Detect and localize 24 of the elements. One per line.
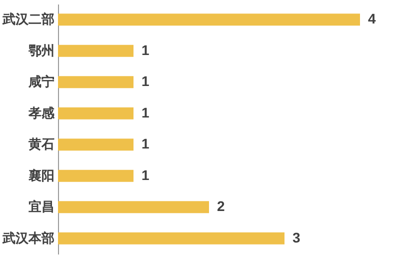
data-label: 1	[142, 136, 150, 152]
y-tick-label: 咸宁	[28, 74, 54, 90]
bar	[58, 170, 134, 182]
data-label: 1	[142, 73, 150, 90]
data-label: 1	[142, 166, 150, 183]
bar	[58, 201, 209, 214]
bar	[58, 44, 134, 57]
data-label: 4	[368, 10, 376, 27]
bar	[58, 232, 284, 244]
data-label: 1	[142, 104, 150, 120]
y-tick-label: 武汉二部	[2, 12, 54, 27]
y-tick-label: 宜昌	[28, 199, 54, 214]
bar	[58, 76, 134, 88]
bar	[58, 14, 360, 26]
y-tick-label: 襄阳	[28, 168, 54, 183]
y-tick-label: 孝感	[28, 105, 56, 120]
data-label: 1	[142, 42, 150, 58]
y-tick-label: 鄂州	[28, 42, 54, 58]
bar	[58, 138, 134, 151]
bar	[58, 107, 134, 120]
data-label: 3	[292, 229, 300, 246]
data-label: 2	[217, 198, 225, 214]
y-tick-label: 武汉本部	[2, 230, 54, 246]
y-tick-label: 黄石	[28, 136, 54, 152]
